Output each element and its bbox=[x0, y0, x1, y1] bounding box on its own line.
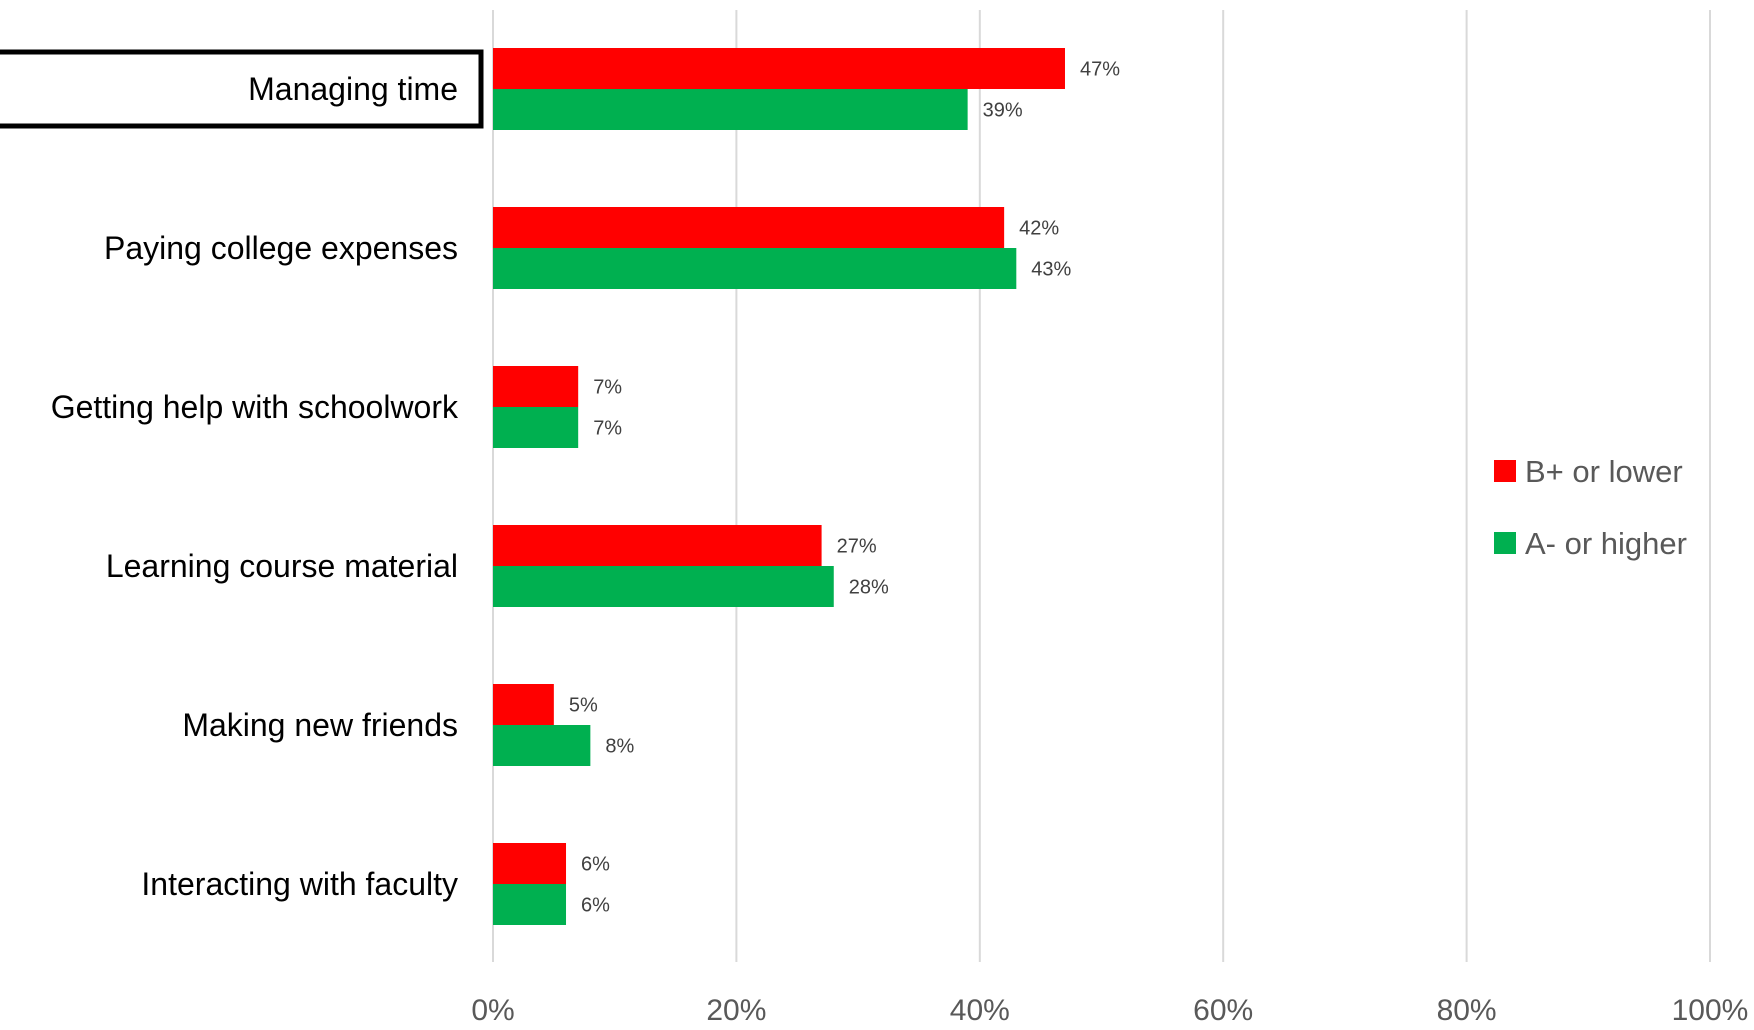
legend-swatch bbox=[1494, 532, 1516, 554]
x-tick-label: 40% bbox=[950, 994, 1010, 1025]
data-label: 6% bbox=[581, 895, 610, 917]
data-label: 5% bbox=[569, 695, 598, 717]
bar-b-plus-or-lower bbox=[493, 843, 567, 884]
category-label: Getting help with schoolwork bbox=[51, 389, 459, 425]
bar-b-plus-or-lower bbox=[493, 207, 1005, 248]
data-label: 7% bbox=[593, 418, 622, 440]
x-tick-label: 60% bbox=[1193, 994, 1253, 1025]
bar-a-minus-or-higher bbox=[493, 566, 834, 607]
legend-label: B+ or lower bbox=[1525, 454, 1683, 489]
bar-b-plus-or-lower bbox=[493, 684, 554, 725]
x-tick-label: 80% bbox=[1437, 994, 1497, 1025]
category-labels: Managing time Paying college expenses Gett… bbox=[0, 49, 484, 902]
data-label: 27% bbox=[837, 536, 877, 558]
bar-b-plus-or-lower bbox=[493, 525, 822, 566]
legend-label: A- or higher bbox=[1525, 526, 1687, 561]
bar-a-minus-or-higher bbox=[493, 884, 567, 925]
data-label: 8% bbox=[605, 736, 634, 758]
bar-a-minus-or-higher bbox=[493, 248, 1017, 289]
bar-b-plus-or-lower bbox=[493, 366, 579, 407]
category-label: Learning course material bbox=[106, 548, 458, 584]
data-label: 7% bbox=[593, 377, 622, 399]
category-label: Interacting with faculty bbox=[141, 866, 458, 902]
x-axis-tick-labels: 0% 20% 40% 60% 80% 100% bbox=[471, 994, 1749, 1027]
bar-a-minus-or-higher bbox=[493, 407, 579, 448]
data-labels: 47% 39% 42% 43% 7% 7% 27% 28% 5% 8% 6% 6% bbox=[569, 59, 1120, 917]
category-label: Making new friends bbox=[182, 707, 458, 743]
gridlines bbox=[492, 10, 1711, 962]
bar-a-minus-or-higher bbox=[493, 89, 968, 130]
data-label: 43% bbox=[1031, 259, 1071, 281]
bar-b-plus-or-lower bbox=[493, 48, 1065, 89]
data-label: 28% bbox=[849, 577, 889, 599]
bar-a-minus-or-higher bbox=[493, 725, 591, 766]
legend-swatch bbox=[1494, 460, 1516, 482]
bars bbox=[493, 48, 1065, 925]
category-label: Paying college expenses bbox=[104, 230, 458, 266]
data-label: 47% bbox=[1080, 59, 1120, 81]
data-label: 42% bbox=[1019, 218, 1059, 240]
x-tick-label: 20% bbox=[706, 994, 766, 1025]
data-label: 39% bbox=[983, 100, 1023, 122]
legend: B+ or lower A- or higher bbox=[1494, 454, 1687, 561]
data-label: 6% bbox=[581, 854, 610, 876]
x-tick-label: 100% bbox=[1672, 994, 1749, 1025]
category-label: Managing time bbox=[248, 71, 458, 107]
highlight-box bbox=[0, 49, 484, 129]
x-tick-label: 0% bbox=[471, 994, 514, 1025]
